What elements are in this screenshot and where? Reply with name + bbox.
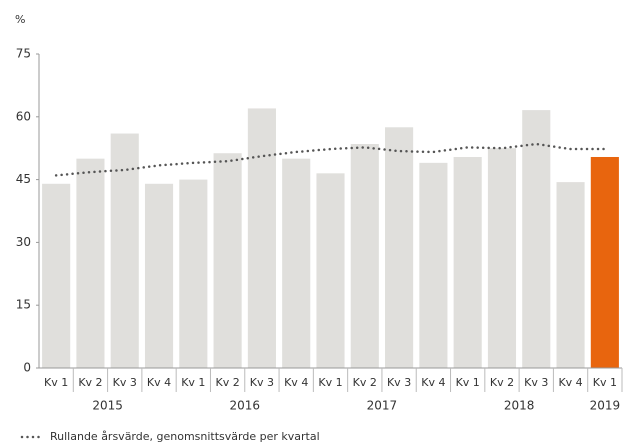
- year-label: 2017: [367, 399, 398, 413]
- y-axis-label: %: [15, 13, 25, 26]
- bar: [487, 148, 517, 368]
- bar: [144, 183, 174, 368]
- x-tick-label: Kv 3: [113, 376, 137, 389]
- year-label: 2018: [504, 399, 535, 413]
- bar: [453, 156, 482, 368]
- x-tick-label: Kv 1: [181, 376, 205, 389]
- x-tick-label: Kv 4: [421, 376, 445, 389]
- x-tick-label: Kv 1: [318, 376, 342, 389]
- x-tick-label: Kv 3: [524, 376, 548, 389]
- x-tick-label: Kv 3: [250, 376, 274, 389]
- x-tick-label: Kv 2: [490, 376, 514, 389]
- bar: [110, 133, 139, 368]
- bar: [316, 173, 345, 368]
- rolling-line: [54, 142, 607, 177]
- x-tick-label: Kv 3: [387, 376, 411, 389]
- y-tick-label: 45: [16, 172, 31, 186]
- y-tick-label: 75: [16, 47, 31, 61]
- year-label: 2019: [590, 399, 621, 413]
- x-tick-label: Kv 1: [44, 376, 68, 389]
- bar: [179, 179, 208, 368]
- bar: [350, 144, 379, 368]
- bar: [282, 158, 311, 368]
- year-label: 2016: [229, 399, 260, 413]
- bar: [76, 158, 105, 368]
- x-tick-label: Kv 4: [284, 376, 308, 389]
- y-tick-label: 60: [16, 109, 31, 123]
- y-tick-label: 15: [16, 298, 31, 312]
- y-tick-label: 0: [23, 361, 31, 375]
- bar: [522, 110, 551, 369]
- bar: [556, 182, 585, 368]
- x-tick-label: Kv 4: [147, 376, 171, 389]
- bar: [213, 153, 242, 368]
- x-tick-label: Kv 2: [78, 376, 102, 389]
- bar: [385, 127, 414, 369]
- x-tick-label: Kv 2: [216, 376, 240, 389]
- x-tick-label: Kv 2: [353, 376, 377, 389]
- bar: [247, 108, 276, 368]
- y-tick-label: 30: [16, 235, 31, 249]
- bar: [590, 156, 619, 368]
- year-label: 2015: [92, 399, 123, 413]
- bar: [42, 183, 71, 368]
- x-tick-label: Kv 1: [593, 376, 617, 389]
- x-tick-label: Kv 4: [558, 376, 582, 389]
- bar: [419, 162, 448, 368]
- legend-label: Rullande årsvärde, genomsnittsvärde per …: [50, 430, 320, 443]
- x-tick-label: Kv 1: [456, 376, 480, 389]
